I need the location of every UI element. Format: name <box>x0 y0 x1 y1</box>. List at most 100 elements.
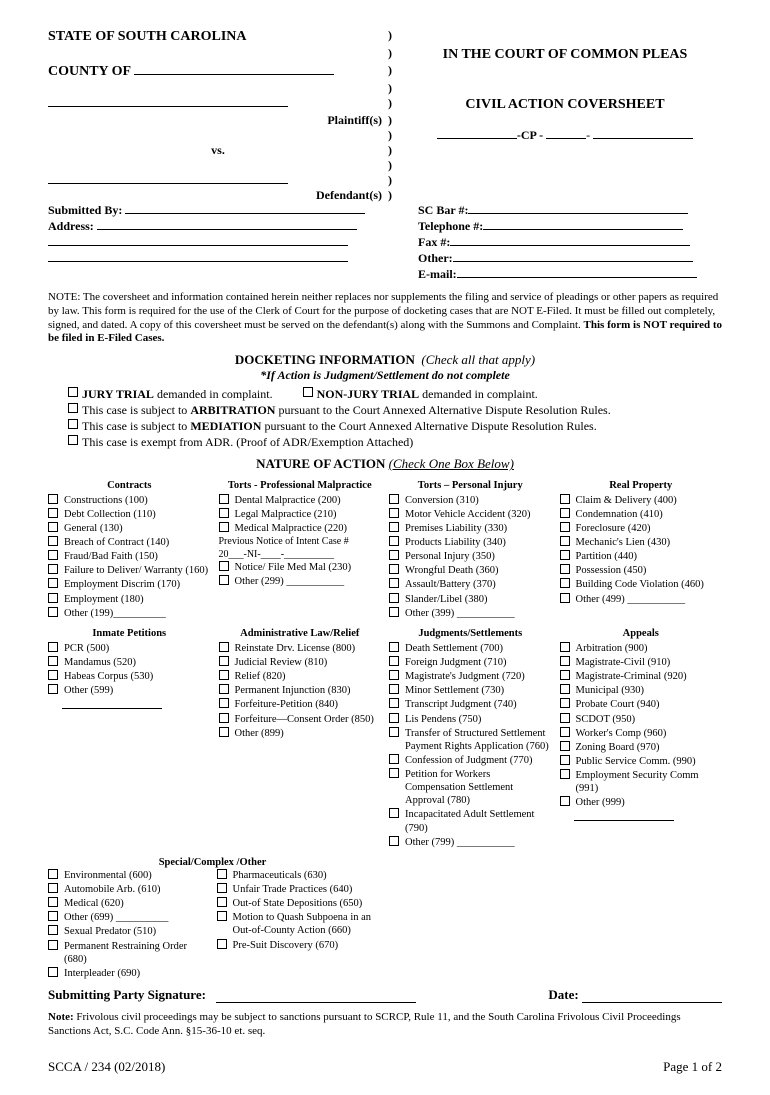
real-prop-checkbox-4[interactable] <box>560 550 570 560</box>
arbitration-checkbox[interactable] <box>68 403 78 413</box>
judgments-checkbox-9[interactable] <box>389 808 399 818</box>
appeals-other-line[interactable] <box>574 810 674 821</box>
special-left-checkbox-3[interactable] <box>48 911 58 921</box>
address-input-3[interactable] <box>48 261 348 262</box>
email-input[interactable] <box>457 277 697 278</box>
judgments-checkbox-3[interactable] <box>389 684 399 694</box>
contracts-checkbox-5[interactable] <box>48 564 58 574</box>
tel-input[interactable] <box>483 229 683 230</box>
fax-input[interactable] <box>450 245 690 246</box>
contracts-checkbox-0[interactable] <box>48 494 58 504</box>
torts-pi-checkbox-0[interactable] <box>389 494 399 504</box>
torts-pi-checkbox-1[interactable] <box>389 508 399 518</box>
judgments-checkbox-6[interactable] <box>389 727 399 737</box>
contracts-checkbox-8[interactable] <box>48 607 58 617</box>
real-prop-checkbox-3[interactable] <box>560 536 570 546</box>
mediation-checkbox[interactable] <box>68 419 78 429</box>
contracts-checkbox-7[interactable] <box>48 593 58 603</box>
admin-checkbox-4[interactable] <box>219 698 229 708</box>
contracts-checkbox-4[interactable] <box>48 550 58 560</box>
date-input[interactable] <box>582 987 722 1003</box>
inmate-other-line[interactable] <box>62 698 162 709</box>
judgments-checkbox-7[interactable] <box>389 754 399 764</box>
appeals-checkbox-0[interactable] <box>560 642 570 652</box>
judgments-checkbox-4[interactable] <box>389 698 399 708</box>
special-right-checkbox-1[interactable] <box>217 883 227 893</box>
judgments-checkbox-2[interactable] <box>389 670 399 680</box>
appeals-checkbox-2[interactable] <box>560 670 570 680</box>
appeals-checkbox-8[interactable] <box>560 755 570 765</box>
real-prop-checkbox-1[interactable] <box>560 508 570 518</box>
scbar-input[interactable] <box>468 213 688 214</box>
admin-checkbox-6[interactable] <box>219 727 229 737</box>
torts-prof-checkbox-0[interactable] <box>219 494 229 504</box>
torts-pi-checkbox-4[interactable] <box>389 550 399 560</box>
special-right-checkbox-2[interactable] <box>217 897 227 907</box>
torts-pi-checkbox-5[interactable] <box>389 564 399 574</box>
cp-2[interactable] <box>546 138 586 139</box>
appeals-checkbox-10[interactable] <box>560 796 570 806</box>
inmate-checkbox-0[interactable] <box>48 642 58 652</box>
inmate-checkbox-1[interactable] <box>48 656 58 666</box>
appeals-checkbox-7[interactable] <box>560 741 570 751</box>
special-left-checkbox-2[interactable] <box>48 897 58 907</box>
judgments-checkbox-1[interactable] <box>389 656 399 666</box>
adr-checkbox[interactable] <box>68 435 78 445</box>
contracts-checkbox-2[interactable] <box>48 522 58 532</box>
county-input[interactable] <box>134 74 334 75</box>
inmate-checkbox-3[interactable] <box>48 684 58 694</box>
admin-checkbox-5[interactable] <box>219 713 229 723</box>
special-right-checkbox-4[interactable] <box>217 939 227 949</box>
real-prop-checkbox-2[interactable] <box>560 522 570 532</box>
real-prop-checkbox-7[interactable] <box>560 593 570 603</box>
cp-1[interactable] <box>437 138 517 139</box>
real-prop-checkbox-0[interactable] <box>560 494 570 504</box>
torts-prof2-checkbox-1[interactable] <box>219 575 229 585</box>
torts-prof-checkbox-1[interactable] <box>219 508 229 518</box>
appeals-checkbox-9[interactable] <box>560 769 570 779</box>
real-prop-checkbox-6[interactable] <box>560 578 570 588</box>
inmate-checkbox-2[interactable] <box>48 670 58 680</box>
judgments-checkbox-8[interactable] <box>389 768 399 778</box>
appeals-checkbox-1[interactable] <box>560 656 570 666</box>
special-left-checkbox-5[interactable] <box>48 940 58 950</box>
nonjury-checkbox[interactable] <box>303 387 313 397</box>
contracts-checkbox-3[interactable] <box>48 536 58 546</box>
torts-prof-checkbox-2[interactable] <box>219 522 229 532</box>
torts-pi-checkbox-8[interactable] <box>389 607 399 617</box>
submitted-by-input[interactable] <box>125 213 365 214</box>
torts-pi-checkbox-6[interactable] <box>389 578 399 588</box>
appeals-checkbox-4[interactable] <box>560 698 570 708</box>
address-input-2[interactable] <box>48 245 348 246</box>
admin-checkbox-0[interactable] <box>219 642 229 652</box>
special-left-checkbox-1[interactable] <box>48 883 58 893</box>
real-prop-checkbox-5[interactable] <box>560 564 570 574</box>
address-input-1[interactable] <box>97 229 357 230</box>
jury-checkbox[interactable] <box>68 387 78 397</box>
torts-pi-checkbox-3[interactable] <box>389 536 399 546</box>
torts-pi-checkbox-2[interactable] <box>389 522 399 532</box>
contracts-checkbox-6[interactable] <box>48 578 58 588</box>
other-input[interactable] <box>453 261 693 262</box>
admin-checkbox-2[interactable] <box>219 670 229 680</box>
contracts-checkbox-1[interactable] <box>48 508 58 518</box>
special-right-checkbox-0[interactable] <box>217 869 227 879</box>
appeals-checkbox-3[interactable] <box>560 684 570 694</box>
torts-prof2-checkbox-0[interactable] <box>219 561 229 571</box>
cp-3[interactable] <box>593 138 693 139</box>
admin-checkbox-1[interactable] <box>219 656 229 666</box>
appeals-checkbox-6[interactable] <box>560 727 570 737</box>
special-left-checkbox-6[interactable] <box>48 967 58 977</box>
sig-input[interactable] <box>216 987 416 1003</box>
defendant-name-input[interactable] <box>48 183 288 184</box>
special-right-checkbox-3[interactable] <box>217 911 227 921</box>
judgments-checkbox-0[interactable] <box>389 642 399 652</box>
judgments-checkbox-5[interactable] <box>389 713 399 723</box>
special-left-checkbox-4[interactable] <box>48 925 58 935</box>
judgments-checkbox-10[interactable] <box>389 836 399 846</box>
admin-checkbox-3[interactable] <box>219 684 229 694</box>
torts-pi-checkbox-7[interactable] <box>389 593 399 603</box>
appeals-checkbox-5[interactable] <box>560 713 570 723</box>
plaintiff-name-input[interactable] <box>48 106 288 107</box>
special-left-checkbox-0[interactable] <box>48 869 58 879</box>
